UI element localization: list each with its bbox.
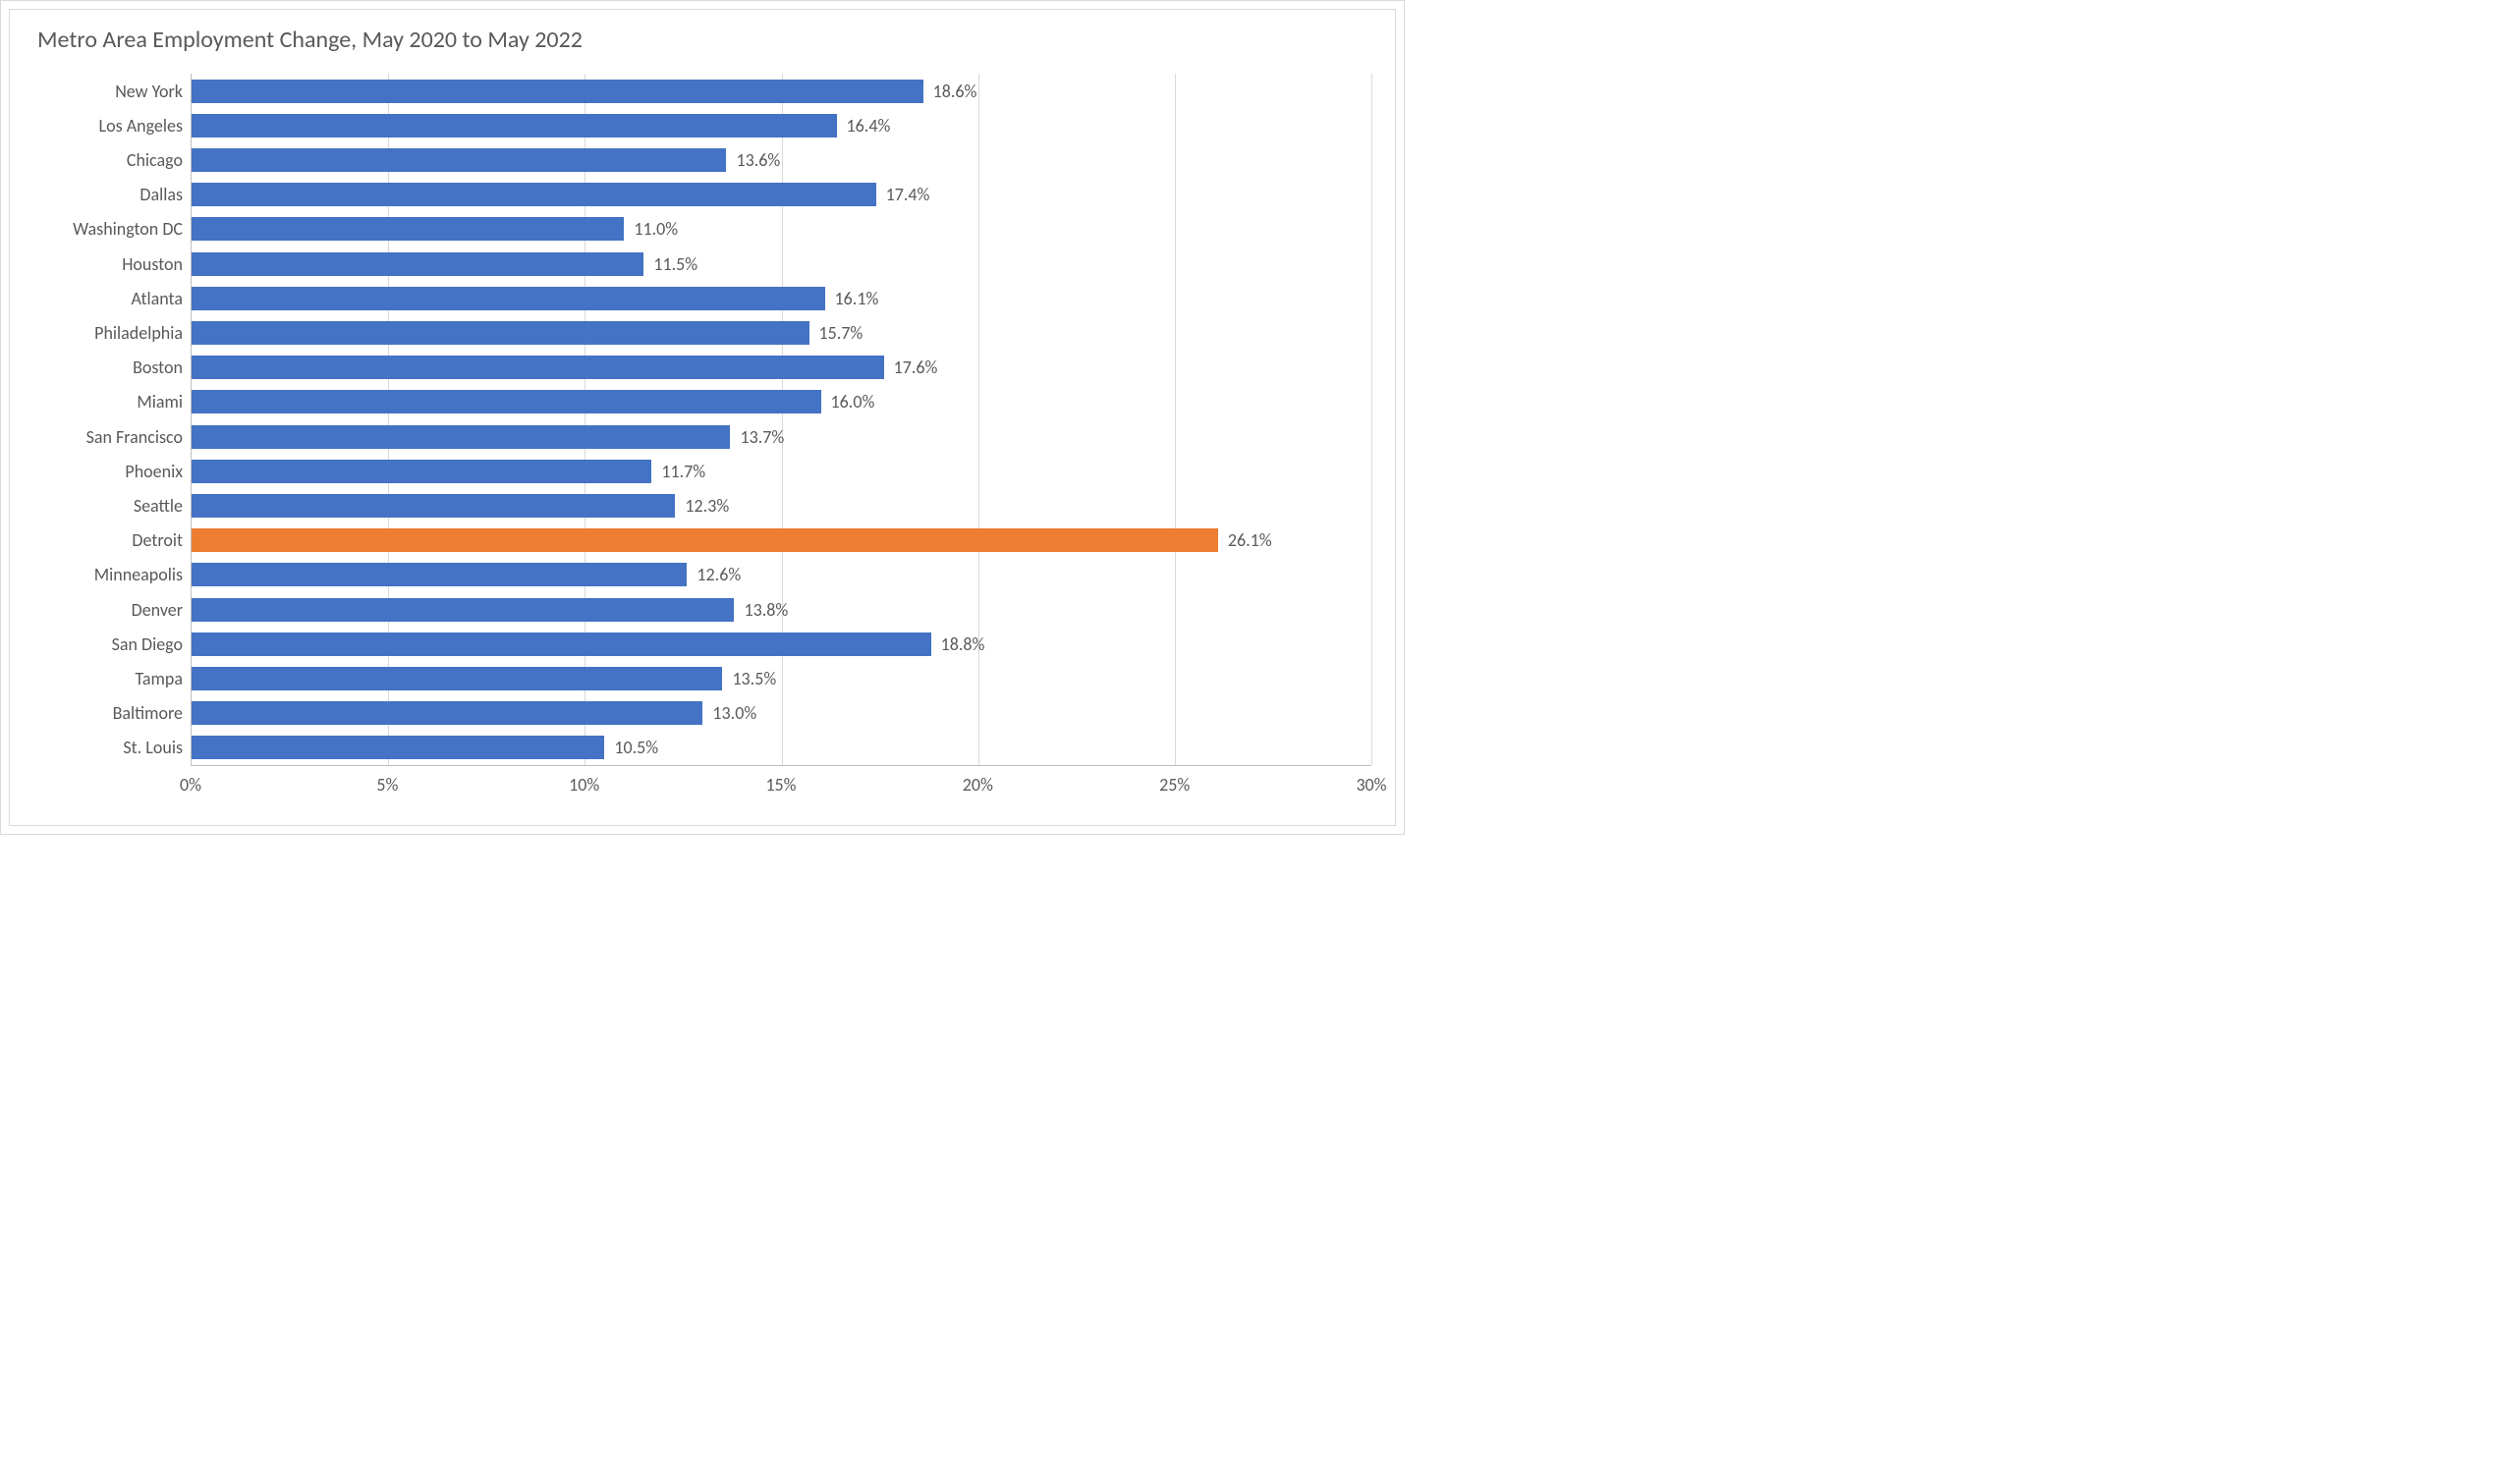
bar-value-label: 18.8% [941, 633, 985, 655]
y-axis-label: Denver [33, 592, 183, 627]
bar-row: 12.3% [192, 488, 1371, 522]
bar-value-label: 11.7% [661, 461, 705, 482]
chart-title: Metro Area Employment Change, May 2020 t… [37, 26, 1371, 54]
bar [192, 563, 687, 586]
bar [192, 390, 821, 413]
bar-value-label: 12.3% [685, 495, 729, 517]
x-axis-tick-label: 15% [765, 774, 796, 796]
bar [192, 701, 702, 725]
bar-row: 12.6% [192, 558, 1371, 592]
x-axis-tick-label: 0% [180, 774, 201, 796]
bars-region: 18.6% 16.4% 13.6% 17.4% 11.0% 11.5% 16.1% 15.7%… [191, 74, 1371, 765]
bar-row: 26.1% [192, 523, 1371, 558]
bar [192, 425, 730, 449]
bar-value-label: 18.6% [933, 81, 977, 102]
bar-value-label: 13.8% [744, 599, 788, 621]
y-axis-labels: New YorkLos AngelesChicagoDallasWashingt… [33, 74, 191, 765]
bar-row: 17.6% [192, 351, 1371, 385]
bar [192, 632, 931, 656]
bar-row: 13.8% [192, 592, 1371, 627]
bar-value-label: 12.6% [696, 564, 741, 585]
bar-value-label: 10.5% [614, 737, 658, 758]
bar-row: 17.4% [192, 178, 1371, 212]
bar [192, 252, 643, 276]
x-axis: 0%5%10%15%20%25%30% [191, 765, 1371, 804]
bar-value-label: 15.7% [819, 322, 864, 344]
bar-row: 13.7% [192, 419, 1371, 454]
bar [192, 494, 675, 518]
y-axis-label: Minneapolis [33, 558, 183, 592]
bar [192, 321, 809, 345]
bar-value-label: 17.4% [886, 184, 930, 205]
bar-value-label: 17.6% [894, 357, 938, 378]
bar [192, 667, 722, 690]
bar-row: 16.0% [192, 385, 1371, 419]
y-axis-label: Washington DC [33, 212, 183, 247]
bar-value-label: 26.1% [1228, 529, 1272, 551]
bar [192, 114, 837, 137]
y-axis-label: Miami [33, 385, 183, 419]
bar [192, 460, 651, 483]
bar-row: 13.0% [192, 696, 1371, 731]
bar [192, 217, 624, 241]
bar-row: 13.5% [192, 661, 1371, 695]
y-axis-label: Tampa [33, 661, 183, 695]
bar-value-label: 11.0% [634, 218, 678, 240]
bar-row: 18.6% [192, 74, 1371, 108]
bar-value-label: 13.5% [732, 668, 776, 689]
bar-row: 18.8% [192, 627, 1371, 661]
bar-row: 13.6% [192, 142, 1371, 177]
bar-row: 11.0% [192, 212, 1371, 247]
bar [192, 80, 923, 103]
bar-value-label: 16.4% [847, 115, 891, 137]
chart-container: Metro Area Employment Change, May 2020 t… [0, 0, 1405, 835]
bar-row: 10.5% [192, 731, 1371, 765]
y-axis-label: Los Angeles [33, 108, 183, 142]
y-axis-label: Philadelphia [33, 315, 183, 350]
bar-row: 16.1% [192, 281, 1371, 315]
gridline [1371, 74, 1372, 765]
bar [192, 528, 1218, 552]
y-axis-label: Seattle [33, 488, 183, 522]
bar-value-label: 11.5% [653, 253, 697, 275]
bar [192, 598, 734, 622]
bar [192, 736, 604, 759]
bar-value-label: 16.1% [835, 288, 879, 309]
bars: 18.6% 16.4% 13.6% 17.4% 11.0% 11.5% 16.1% 15.7%… [192, 74, 1371, 765]
y-axis-label: St. Louis [33, 731, 183, 765]
bar-value-label: 13.6% [736, 149, 780, 171]
x-axis-tick-label: 5% [376, 774, 398, 796]
y-axis-label: Dallas [33, 178, 183, 212]
x-axis-tick-label: 30% [1356, 774, 1386, 796]
bar [192, 287, 825, 310]
chart-inner: Metro Area Employment Change, May 2020 t… [9, 9, 1396, 826]
x-axis-tick-label: 20% [963, 774, 993, 796]
bar-value-label: 13.7% [740, 426, 784, 448]
bar [192, 356, 884, 379]
bar-row: 11.7% [192, 454, 1371, 488]
bar-row: 15.7% [192, 315, 1371, 350]
bar-value-label: 16.0% [831, 391, 875, 412]
bar-row: 16.4% [192, 108, 1371, 142]
y-axis-label: Baltimore [33, 696, 183, 731]
bar [192, 183, 876, 206]
bar-value-label: 13.0% [712, 702, 756, 724]
plot-area: New YorkLos AngelesChicagoDallasWashingt… [33, 74, 1371, 765]
y-axis-label: Detroit [33, 523, 183, 558]
y-axis-label: Boston [33, 351, 183, 385]
bar [192, 148, 726, 172]
y-axis-label: Phoenix [33, 454, 183, 488]
x-axis-tick-label: 25% [1159, 774, 1190, 796]
y-axis-label: San Francisco [33, 419, 183, 454]
y-axis-label: New York [33, 74, 183, 108]
y-axis-label: San Diego [33, 627, 183, 661]
y-axis-label: Atlanta [33, 281, 183, 315]
x-axis-tick-label: 10% [569, 774, 599, 796]
bar-row: 11.5% [192, 247, 1371, 281]
y-axis-label: Houston [33, 247, 183, 281]
y-axis-label: Chicago [33, 142, 183, 177]
